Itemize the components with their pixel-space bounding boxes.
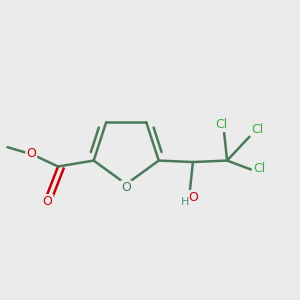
Text: H: H <box>180 196 189 207</box>
Text: O: O <box>43 195 52 208</box>
Text: Cl: Cl <box>252 123 264 136</box>
Text: Cl: Cl <box>216 118 228 131</box>
Text: O: O <box>121 181 131 194</box>
Text: O: O <box>189 191 198 204</box>
Text: O: O <box>26 147 36 160</box>
Text: Cl: Cl <box>254 162 266 175</box>
